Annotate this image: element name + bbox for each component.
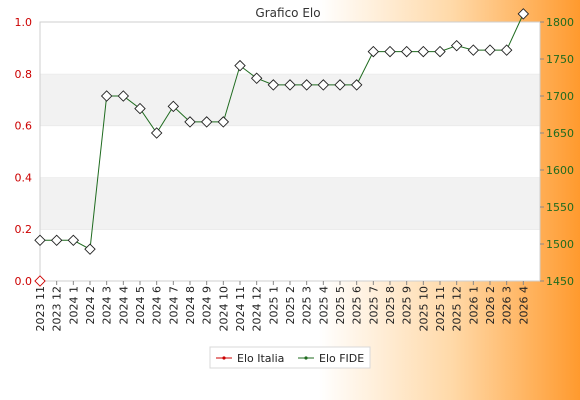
x-tick-label: 2023 11 xyxy=(34,286,47,332)
x-tick-label: 2025 4 xyxy=(317,286,330,325)
data-point-elo-fide xyxy=(484,44,496,56)
y-right-tick-label: 1650 xyxy=(546,127,574,140)
data-point-elo-fide xyxy=(34,234,46,247)
x-tick-label: 2025 1 xyxy=(267,286,280,325)
x-tick-label: 2025 12 xyxy=(451,286,464,332)
data-point-elo-fide xyxy=(450,39,463,52)
x-tick-label: 2023 12 xyxy=(51,286,64,332)
data-point-elo-fide xyxy=(117,90,130,102)
x-tick-label: 2026 1 xyxy=(467,286,480,325)
x-tick-label: 2025 7 xyxy=(367,286,380,325)
data-point-elo-fide xyxy=(434,45,446,58)
data-point-elo-fide xyxy=(50,234,63,247)
data-point-elo-fide xyxy=(467,44,480,56)
x-tick-label: 2025 11 xyxy=(434,286,447,332)
legend: Elo Italia Elo FIDE xyxy=(209,346,371,369)
y-left-tick-label: 1.0 xyxy=(15,16,33,29)
x-tick-label: 2024 9 xyxy=(201,286,214,325)
data-point-elo-italia xyxy=(34,275,46,287)
data-point-elo-fide xyxy=(150,127,163,139)
data-point-elo-fide xyxy=(134,102,146,115)
data-point-elo-fide xyxy=(250,72,263,84)
x-tick-label: 2026 3 xyxy=(501,286,514,325)
y-right-tick-label: 1450 xyxy=(546,275,574,288)
y-left-tick-label: 0.6 xyxy=(15,120,33,133)
data-point-elo-fide xyxy=(517,8,530,20)
y-left-tick-label: 0.2 xyxy=(15,223,33,236)
x-tick-label: 2025 2 xyxy=(284,286,297,325)
y-right-tick-label: 1700 xyxy=(546,90,574,103)
x-tick-label: 2025 9 xyxy=(401,286,414,325)
data-point-elo-fide xyxy=(84,243,96,255)
x-tick-label: 2024 5 xyxy=(134,286,147,325)
x-tick-label: 2024 11 xyxy=(234,286,247,332)
x-tick-label: 2025 10 xyxy=(417,286,430,332)
x-tick-label: 2025 5 xyxy=(334,286,347,325)
data-point-elo-fide xyxy=(350,79,363,91)
x-tick-label: 2024 10 xyxy=(217,286,230,332)
y-right-tick-label: 1800 xyxy=(546,16,574,29)
legend-box xyxy=(209,346,371,369)
y-left-tick-label: 0.4 xyxy=(15,171,33,184)
grid-band xyxy=(40,229,540,281)
data-point-elo-fide xyxy=(400,45,413,58)
legend-dot-elo-italia xyxy=(222,356,226,360)
x-tick-label: 2024 7 xyxy=(167,286,180,325)
x-tick-label: 2026 2 xyxy=(484,286,497,325)
data-point-elo-fide xyxy=(300,79,313,91)
legend-label-elo-fide: Elo FIDE xyxy=(319,352,364,365)
data-point-elo-fide xyxy=(234,59,246,72)
x-tick-label: 2025 3 xyxy=(301,286,314,325)
x-tick-label: 2025 6 xyxy=(351,286,364,325)
y-right-tick-label: 1550 xyxy=(546,201,574,214)
data-point-elo-fide xyxy=(100,90,113,102)
data-point-elo-fide xyxy=(384,45,396,58)
x-tick-label: 2024 2 xyxy=(84,286,97,325)
grid-band xyxy=(40,125,540,178)
y-left-tick-label: 0.8 xyxy=(15,68,33,81)
y-right-tick-label: 1750 xyxy=(546,53,574,66)
chart-title: Grafico Elo xyxy=(255,6,320,20)
data-point-elo-fide xyxy=(217,116,230,128)
legend-label-elo-italia: Elo Italia xyxy=(237,352,284,365)
data-point-elo-fide xyxy=(500,44,513,56)
data-point-elo-fide xyxy=(334,79,346,91)
grid-band xyxy=(40,177,540,230)
x-tick-label: 2026 4 xyxy=(517,286,530,325)
data-point-elo-fide xyxy=(367,45,380,58)
x-tick-label: 2024 6 xyxy=(151,286,164,325)
x-tick-label: 2024 12 xyxy=(251,286,264,332)
legend-dot-elo-fide xyxy=(304,356,308,360)
data-point-elo-fide xyxy=(200,116,213,128)
x-tick-label: 2025 8 xyxy=(384,286,397,325)
data-point-elo-fide xyxy=(267,79,280,91)
y-left-tick-label: 0.0 xyxy=(15,275,33,288)
x-tick-label: 2024 3 xyxy=(101,286,114,325)
x-tick-label: 2024 1 xyxy=(67,286,80,325)
y-right-tick-label: 1500 xyxy=(546,238,574,251)
data-point-elo-fide xyxy=(317,79,330,91)
data-point-elo-fide xyxy=(67,234,80,247)
data-point-elo-fide xyxy=(284,79,296,91)
data-point-elo-fide xyxy=(184,116,196,128)
data-point-elo-fide xyxy=(167,100,180,113)
x-tick-label: 2024 8 xyxy=(184,286,197,325)
x-tick-label: 2024 4 xyxy=(117,286,130,325)
data-point-elo-fide xyxy=(417,45,430,58)
y-right-tick-label: 1600 xyxy=(546,164,574,177)
